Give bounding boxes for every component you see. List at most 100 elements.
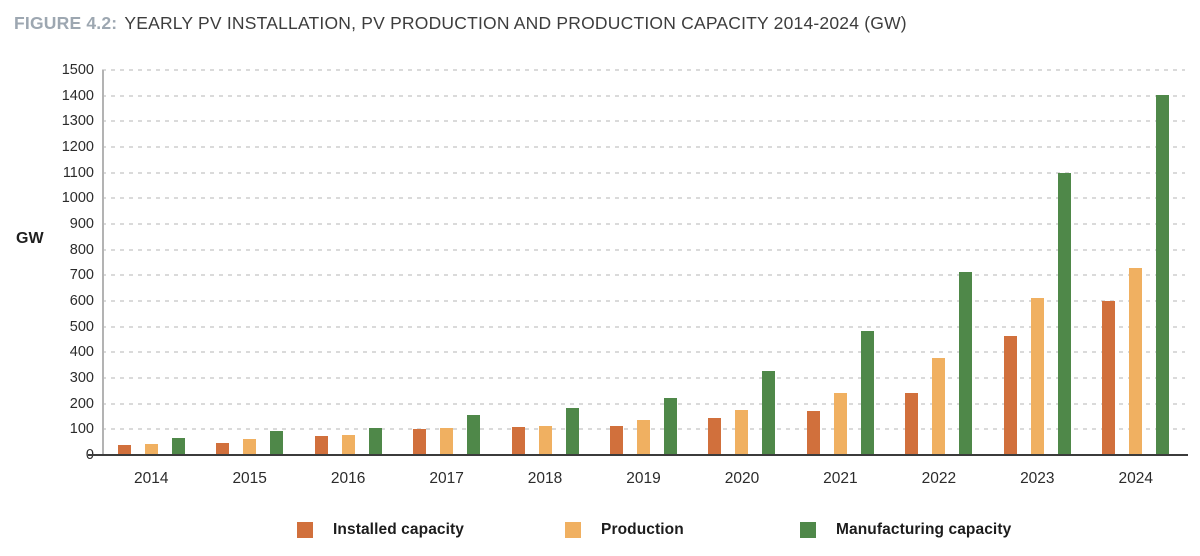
bar-group-2019 (594, 70, 692, 455)
y-axis-unit-label: GW (16, 230, 44, 247)
bar-production-2016 (341, 435, 355, 455)
bar-installed-capacity-2022 (905, 392, 919, 455)
bar-manufacturing-capacity-2023 (1057, 172, 1071, 455)
bar-group-2022 (890, 70, 988, 455)
bar-manufacturing-capacity-2016 (368, 427, 382, 455)
gridline-300 (102, 377, 1185, 379)
x-tick-label-2018: 2018 (527, 470, 563, 487)
gridline-1500 (102, 69, 1185, 71)
gridline-500 (102, 325, 1185, 328)
bar-installed-capacity-2014 (117, 444, 131, 455)
bar-manufacturing-capacity-2018 (565, 407, 579, 455)
y-tick-label-400: 400 (69, 344, 94, 361)
bar-production-2015 (243, 438, 257, 455)
x-tick-label-2016: 2016 (330, 470, 366, 487)
legend-item-manufacturing-capacity: Manufacturing capacity (800, 514, 1011, 546)
bar-group-2014 (102, 70, 200, 455)
bar-group-2021 (791, 70, 889, 455)
bar-group-2020 (693, 70, 791, 455)
bar-production-2023 (1030, 298, 1044, 455)
y-tick-label-900: 900 (69, 216, 94, 232)
gridline-900 (102, 223, 1185, 225)
bar-installed-capacity-2020 (708, 417, 722, 455)
figure-title-text: YEARLY PV INSTALLATION, PV PRODUCTION AN… (124, 13, 907, 33)
bar-group-2016 (299, 70, 397, 455)
x-tick-label-2017: 2017 (429, 470, 464, 487)
y-axis-line (102, 70, 104, 455)
legend-label-production: Production (601, 521, 684, 538)
gridline-200 (102, 402, 1185, 405)
y-tick-label-500: 500 (69, 318, 94, 335)
y-tick-label-1300: 1300 (61, 113, 94, 130)
gridline-600 (102, 300, 1185, 302)
gridline-1200 (102, 146, 1185, 148)
legend-item-installed-capacity: Installed capacity (297, 514, 464, 546)
x-tick-label-2019: 2019 (626, 470, 661, 487)
x-tick-label-2022: 2022 (921, 470, 957, 487)
gridline-400 (102, 351, 1185, 354)
bar-installed-capacity-2019 (609, 426, 623, 455)
bar-group-2017 (397, 70, 495, 455)
bar-groups (102, 70, 1185, 455)
y-tick-label-1200: 1200 (61, 139, 94, 155)
gridline-1300 (102, 120, 1185, 123)
bar-installed-capacity-2018 (511, 426, 525, 455)
bar-production-2022 (932, 358, 946, 455)
bar-manufacturing-capacity-2022 (959, 271, 973, 455)
bar-production-2020 (735, 409, 749, 455)
legend-swatch-installed-capacity (297, 522, 313, 538)
y-tick-label-1000: 1000 (61, 190, 94, 207)
x-tick-label-2014: 2014 (133, 470, 169, 487)
x-tick-label-2015: 2015 (232, 470, 267, 487)
bar-installed-capacity-2021 (806, 410, 820, 455)
gridline-800 (102, 248, 1185, 251)
bar-manufacturing-capacity-2014 (171, 438, 185, 455)
x-tick-label-2024: 2024 (1118, 470, 1153, 487)
bar-group-2024 (1087, 70, 1185, 455)
legend-swatch-manufacturing-capacity (800, 522, 816, 538)
x-axis-line (88, 454, 1188, 456)
bar-manufacturing-capacity-2020 (762, 370, 776, 455)
gridline-700 (102, 274, 1185, 277)
bar-production-2018 (538, 425, 552, 455)
bar-manufacturing-capacity-2021 (860, 331, 874, 455)
bar-group-2023 (988, 70, 1086, 455)
bar-production-2014 (144, 443, 158, 455)
x-tick-label-2021: 2021 (823, 470, 858, 487)
bar-manufacturing-capacity-2017 (467, 415, 481, 455)
bar-manufacturing-capacity-2015 (270, 430, 284, 455)
bar-production-2024 (1129, 268, 1143, 455)
gridline-1000 (102, 197, 1185, 200)
bar-installed-capacity-2016 (314, 435, 328, 455)
bar-group-2015 (200, 70, 298, 455)
y-tick-label-100: 100 (69, 421, 94, 438)
bar-production-2019 (636, 419, 650, 455)
gridline-1100 (102, 171, 1185, 174)
bar-production-2021 (833, 392, 847, 455)
figure-title-row: FIGURE 4.2: YEARLY PV INSTALLATION, PV PR… (14, 13, 907, 34)
figure-number-label: FIGURE 4.2: (14, 13, 118, 33)
legend: Installed capacity Production Manufacturin… (0, 514, 1200, 546)
bar-group-2018 (496, 70, 594, 455)
y-tick-label-1400: 1400 (61, 87, 94, 104)
bar-installed-capacity-2024 (1102, 301, 1116, 455)
legend-swatch-production (565, 522, 581, 538)
y-axis-ticks: 0100200300400500600700800900100011001200… (0, 62, 94, 463)
gridline-1400 (102, 94, 1185, 97)
y-tick-label-700: 700 (69, 267, 94, 284)
x-tick-label-2023: 2023 (1020, 470, 1055, 487)
y-tick-label-800: 800 (69, 241, 94, 258)
y-tick-label-1100: 1100 (62, 164, 94, 181)
bar-production-2017 (440, 428, 454, 455)
legend-item-production: Production (565, 514, 684, 546)
bar-manufacturing-capacity-2024 (1156, 95, 1170, 455)
y-tick-label-600: 600 (69, 293, 94, 309)
x-tick-label-2020: 2020 (724, 470, 760, 487)
legend-label-installed-capacity: Installed capacity (333, 521, 465, 538)
bar-manufacturing-capacity-2019 (663, 398, 677, 455)
x-axis-labels: 2014 2015 2016 2017 2018 2019 2020 2021 2022 2023… (102, 470, 1185, 488)
bar-installed-capacity-2015 (216, 442, 230, 455)
legend-label-manufacturing-capacity: Manufacturing capacity (836, 521, 1012, 538)
y-tick-label-200: 200 (69, 395, 94, 412)
